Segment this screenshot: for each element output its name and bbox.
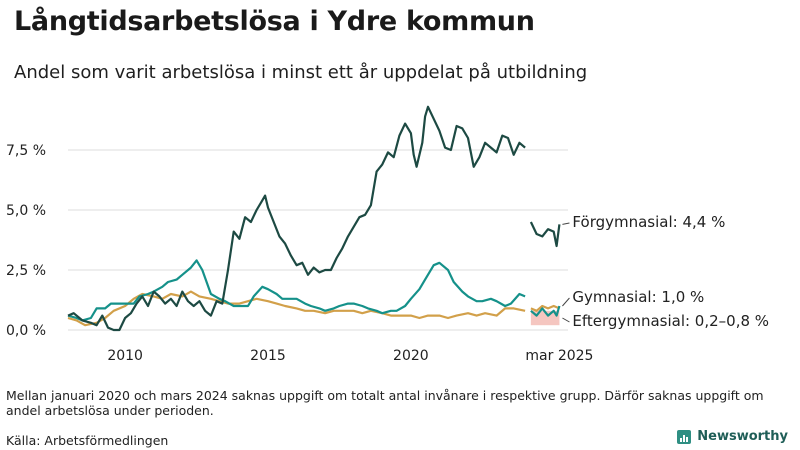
footnote: Mellan januari 2020 och mars 2024 saknas… — [6, 388, 764, 418]
y-tick-label: 2,5 % — [6, 263, 46, 279]
bar-chart-icon — [677, 429, 692, 444]
chart-title: Långtidsarbetslösa i Ydre kommun — [14, 6, 535, 37]
y-tick-label: 5,0 % — [6, 203, 46, 219]
y-tick-label: 7,5 % — [6, 143, 46, 159]
brand-logo: Newsworthy — [677, 429, 788, 444]
series-line-gymnasial — [530, 305, 561, 317]
series-line-eftergymnasial — [530, 304, 560, 312]
series-line-forgymnasial — [529, 221, 561, 248]
series-line-gymnasial — [67, 259, 526, 322]
series-end-label: Eftergymnasial: 0,2–0,8 % — [572, 312, 769, 330]
series-end-label: Gymnasial: 1,0 % — [572, 288, 704, 306]
line-chart: 0,0 % 2,5 % 5,0 % 7,5 % 2010 2015 2020 mar 2025… — [6, 105, 769, 364]
chart-subtitle: Andel som varit arbetslösa i minst ett å… — [14, 62, 588, 83]
x-tick-label: 2020 — [393, 348, 429, 364]
x-tick-label: mar 2025 — [525, 348, 593, 364]
leader-line — [562, 222, 570, 225]
series-end-label: Förgymnasial: 4,4 % — [572, 213, 725, 231]
series-line-eftergymnasial — [67, 290, 526, 327]
leader-line — [562, 297, 570, 307]
source-text: Källa: Arbetsförmedlingen — [6, 433, 169, 448]
series-line-forgymnasial — [67, 105, 526, 332]
leader-line — [562, 317, 570, 323]
x-tick-label: 2015 — [250, 348, 286, 364]
brand-name: Newsworthy — [697, 429, 788, 444]
y-tick-label: 0,0 % — [6, 323, 46, 339]
x-tick-label: 2010 — [107, 348, 143, 364]
